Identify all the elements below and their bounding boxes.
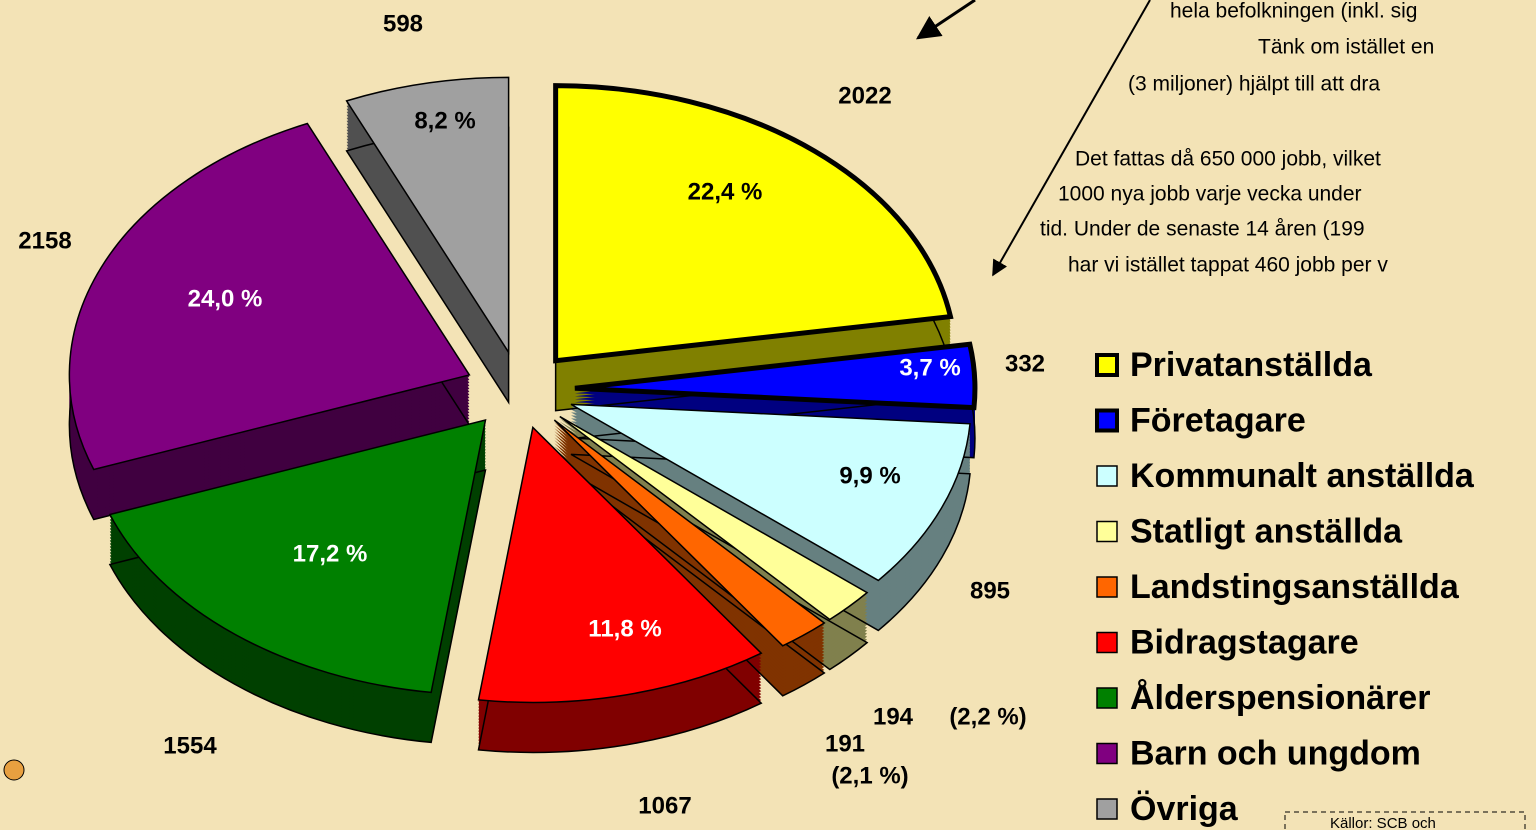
- percent-label: 11,8 %: [588, 615, 661, 642]
- legend-label: Bidragstagare: [1130, 623, 1359, 661]
- legend-label: Privatanställda: [1130, 346, 1373, 384]
- legend-label: Kommunalt anställda: [1130, 457, 1475, 495]
- percent-label: 17,2 %: [293, 540, 368, 567]
- value-label: 191: [825, 730, 865, 757]
- icon: [4, 760, 24, 780]
- value-label: 2022: [838, 82, 891, 109]
- value-label: 332: [1005, 350, 1045, 377]
- value-label: 598: [383, 10, 423, 37]
- slice: [556, 86, 951, 361]
- percent-label: (2,1 %): [831, 762, 908, 789]
- legend-label: Statligt anställda: [1130, 512, 1403, 550]
- value-label: 1554: [163, 732, 217, 759]
- annotation-line: tid. Under de senaste 14 åren (199: [1040, 218, 1365, 241]
- legend-label: Övriga: [1130, 790, 1239, 828]
- legend-marker: [1097, 411, 1117, 431]
- legend-marker: [1097, 522, 1117, 542]
- arrow: [918, 0, 975, 38]
- chart: 2022 22,4 % 332 3,7 % 895 9,9 % 194 (2,2 %) 191 (…: [0, 0, 1536, 830]
- legend-marker: [1097, 744, 1117, 764]
- annotations: hela befolkningen (inkl. sig Tänk om istä…: [1040, 0, 1434, 277]
- source: Källor: SCB och: [1330, 815, 1436, 830]
- percent-label: 8,2 %: [414, 107, 475, 134]
- annotation-line: 1000 nya jobb varje vecka under: [1058, 183, 1362, 206]
- legend-label: Företagare: [1130, 401, 1306, 439]
- legend-marker: [1097, 688, 1117, 708]
- percent-label: 3,7 %: [899, 354, 960, 381]
- annotation-line: (3 miljoner) hjälpt till att dra: [1128, 73, 1380, 96]
- legend-marker: [1097, 466, 1117, 486]
- percent-label: 9,9 %: [839, 462, 900, 489]
- legend-label: Barn och ungdom: [1130, 734, 1421, 772]
- percent-label: (2,2 %): [949, 703, 1026, 730]
- annotation-line: Tänk om istället en: [1258, 36, 1434, 59]
- percent-label: 24,0 %: [188, 285, 263, 312]
- annotation-line: Det fattas då 650 000 jobb, vilket: [1075, 148, 1381, 171]
- legend-marker: [1097, 799, 1117, 819]
- value-label: 1067: [638, 792, 691, 819]
- legend: Privatanställda Företagare Kommunalt anstä…: [1097, 346, 1475, 828]
- legend-label: Landstingsanställda: [1130, 568, 1460, 606]
- legend-marker: [1097, 355, 1117, 375]
- annotation-line: hela befolkningen (inkl. sig: [1170, 0, 1418, 23]
- pie: [69, 77, 975, 752]
- legend-marker: [1097, 633, 1117, 653]
- annotation-line: har vi istället tappat 460 jobb per v: [1068, 254, 1388, 277]
- value-label: 895: [970, 577, 1010, 604]
- value-label: 2158: [18, 227, 71, 254]
- percent-label: 22,4 %: [688, 178, 763, 205]
- value-label: 194: [873, 703, 914, 730]
- legend-label: Ålderspensionärer: [1130, 679, 1430, 717]
- legend-marker: [1097, 577, 1117, 597]
